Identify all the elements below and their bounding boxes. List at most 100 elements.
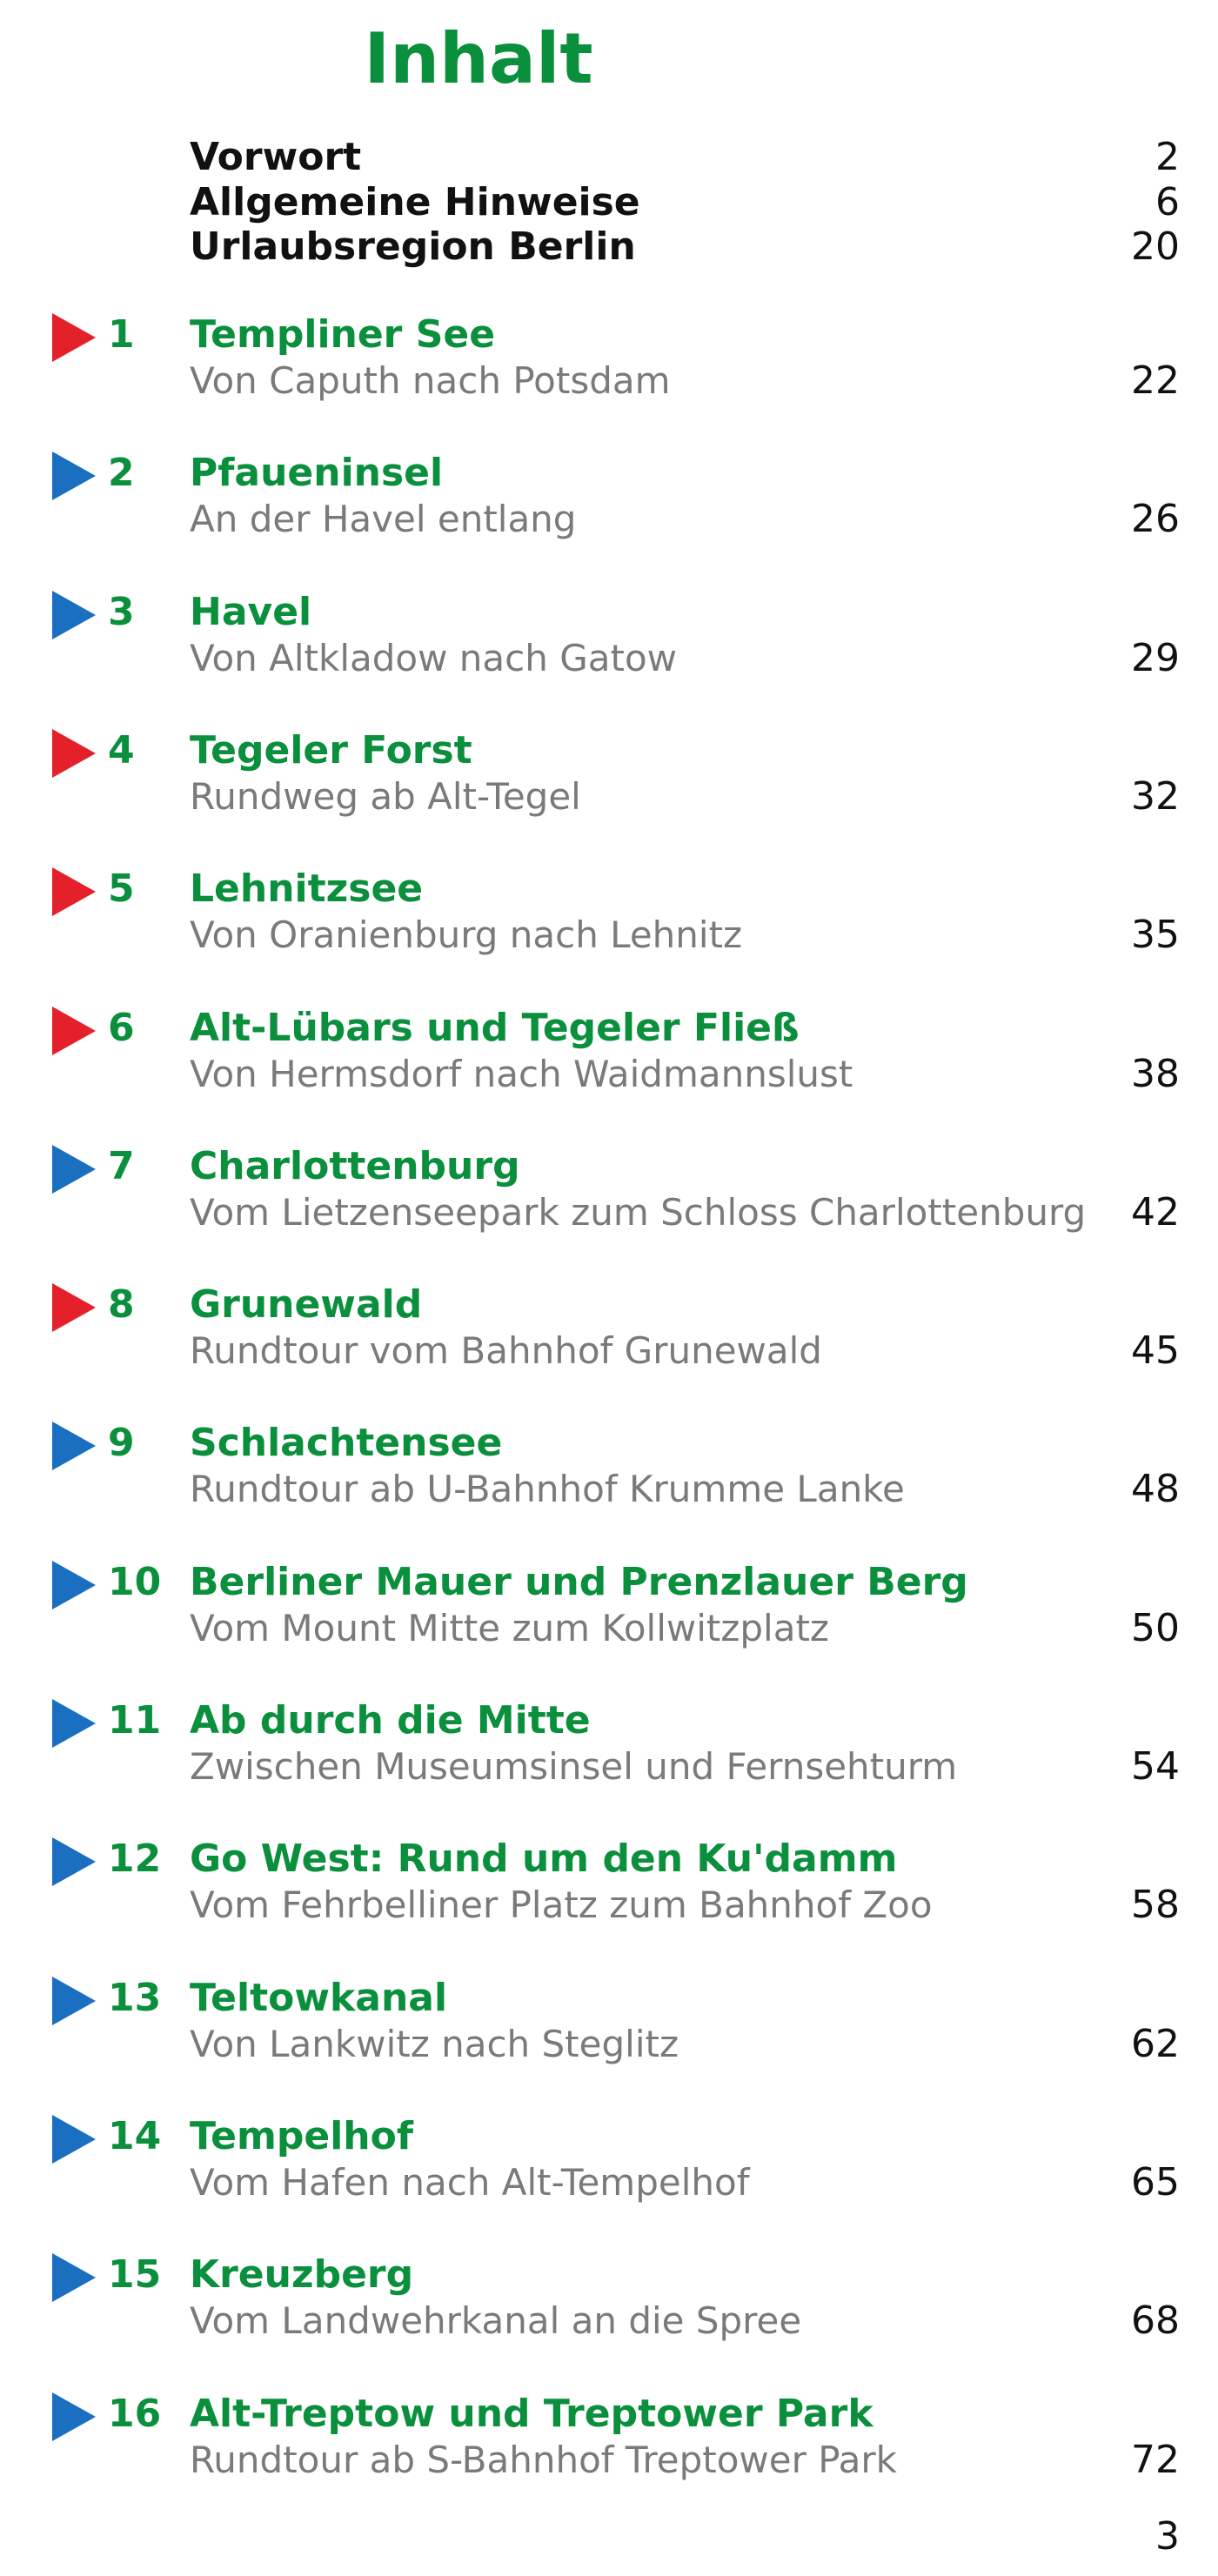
page-title: Inhalt — [364, 18, 593, 99]
triangle-marker-icon — [52, 1977, 96, 2025]
triangle-marker-icon — [52, 1007, 96, 1055]
tour-subtitle: Zwischen Museumsinsel und Fernsehturm — [190, 1745, 958, 1788]
tour-subtitle: Rundtour vom Bahnhof Grunewald — [190, 1329, 822, 1372]
triangle-marker-icon — [52, 1283, 96, 1332]
tour-subtitle: Vom Mount Mitte zum Kollwitzplatz — [190, 1607, 829, 1649]
tour-entry[interactable]: 7 Charlottenburg Vom Lietzenseepark zum Sc… — [0, 1143, 1218, 1237]
tour-page: 22 — [1131, 358, 1180, 403]
tour-title: Go West: Rund um den Ku'damm — [190, 1837, 898, 1881]
tour-page: 50 — [1131, 1606, 1180, 1650]
intro-item[interactable]: Allgemeine Hinweise 6 — [0, 180, 1218, 225]
tour-subtitle: Vom Landwehrkanal an die Spree — [190, 2299, 802, 2342]
triangle-marker-icon — [52, 1145, 96, 1194]
intro-item-label: Urlaubsregion Berlin — [190, 224, 636, 269]
tour-page: 29 — [1131, 636, 1180, 680]
triangle-marker-icon — [52, 1561, 96, 1609]
tour-title: Schlachtensee — [190, 1421, 503, 1465]
tour-entry[interactable]: 16 Alt-Treptow und Treptower Park Rundtour… — [0, 2391, 1218, 2485]
tour-title: Charlottenburg — [190, 1144, 520, 1188]
tour-page: 48 — [1131, 1467, 1180, 1511]
tour-entry[interactable]: 6 Alt-Lübars und Tegeler Fließ Von Hermsdo… — [0, 1005, 1218, 1099]
tour-number: 9 — [108, 1421, 135, 1465]
tour-subtitle: An der Havel entlang — [190, 498, 577, 540]
tour-title: Pfaueninsel — [190, 451, 444, 495]
intro-item[interactable]: Vorwort 2 — [0, 135, 1218, 180]
tour-page: 38 — [1131, 1052, 1180, 1096]
tour-subtitle: Vom Lietzenseepark zum Schloss Charlotte… — [190, 1191, 1087, 1234]
intro-item-page: 6 — [1155, 180, 1180, 224]
tour-subtitle: Rundtour ab U-Bahnhof Krumme Lanke — [190, 1468, 905, 1510]
triangle-marker-icon — [52, 1699, 96, 1748]
tour-number: 7 — [108, 1144, 135, 1188]
triangle-marker-icon — [52, 591, 96, 639]
tour-number: 5 — [108, 866, 135, 911]
tour-entry[interactable]: 4 Tegeler Forst Rundweg ab Alt-Tegel 32 — [0, 727, 1218, 821]
tour-number: 2 — [108, 451, 135, 495]
tour-entry[interactable]: 3 Havel Von Altkladow nach Gatow 29 — [0, 589, 1218, 683]
tour-page: 72 — [1131, 2438, 1180, 2482]
tour-entry[interactable]: 8 Grunewald Rundtour vom Bahnhof Grunewald… — [0, 1281, 1218, 1375]
tour-number: 8 — [108, 1282, 135, 1327]
tour-subtitle: Von Oranienburg nach Lehnitz — [190, 913, 743, 956]
intro-item-page: 2 — [1155, 135, 1180, 179]
tour-subtitle: Vom Fehrbelliner Platz zum Bahnhof Zoo — [190, 1883, 933, 1926]
tour-number: 14 — [108, 2114, 162, 2158]
tour-entry[interactable]: 11 Ab durch die Mitte Zwischen Museumsinse… — [0, 1697, 1218, 1791]
tour-title: Alt-Treptow und Treptower Park — [190, 2392, 873, 2436]
tour-page: 68 — [1131, 2298, 1180, 2343]
tour-title: Teltowkanal — [190, 1976, 448, 2020]
tour-number: 1 — [108, 312, 135, 357]
tour-subtitle: Von Caputh nach Potsdam — [190, 359, 671, 402]
tour-page: 32 — [1131, 774, 1180, 819]
intro-item-label: Allgemeine Hinweise — [190, 180, 640, 224]
page-number: 3 — [1155, 2514, 1180, 2559]
tour-entry[interactable]: 12 Go West: Rund um den Ku'damm Vom Fehrbe… — [0, 1836, 1218, 1930]
tour-title: Tegeler Forst — [190, 728, 472, 773]
tour-title: Berliner Mauer und Prenzlauer Berg — [190, 1560, 968, 1604]
tour-entry[interactable]: 13 Teltowkanal Von Lankwitz nach Steglitz 6… — [0, 1975, 1218, 2069]
tour-entry[interactable]: 1 Templiner See Von Caputh nach Potsdam 22 — [0, 311, 1218, 405]
tour-page: 35 — [1131, 913, 1180, 957]
intro-item-page: 20 — [1131, 224, 1180, 269]
tour-title: Tempelhof — [190, 2114, 413, 2158]
triangle-marker-icon — [52, 452, 96, 500]
tour-subtitle: Rundtour ab S-Bahnhof Treptower Park — [190, 2439, 897, 2481]
tour-entry[interactable]: 5 Lehnitzsee Von Oranienburg nach Lehnitz 3… — [0, 866, 1218, 960]
tour-title: Havel — [190, 590, 312, 634]
triangle-marker-icon — [52, 729, 96, 778]
tour-number: 16 — [108, 2392, 162, 2436]
tour-number: 3 — [108, 590, 135, 634]
tour-page: 65 — [1131, 2160, 1180, 2205]
triangle-marker-icon — [52, 1422, 96, 1470]
tour-page: 42 — [1131, 1190, 1180, 1234]
tour-page: 54 — [1131, 1744, 1180, 1789]
tour-title: Alt-Lübars und Tegeler Fließ — [190, 1006, 800, 1050]
tour-subtitle: Vom Hafen nach Alt-Tempelhof — [190, 2161, 750, 2204]
tour-number: 6 — [108, 1006, 135, 1050]
tour-entry[interactable]: 15 Kreuzberg Vom Landwehrkanal an die Spre… — [0, 2251, 1218, 2345]
tour-title: Grunewald — [190, 1282, 423, 1327]
tour-title: Templiner See — [190, 312, 496, 357]
tour-number: 12 — [108, 1837, 162, 1881]
tour-entry[interactable]: 10 Berliner Mauer und Prenzlauer Berg Vom … — [0, 1559, 1218, 1653]
triangle-marker-icon — [52, 2392, 96, 2441]
triangle-marker-icon — [52, 867, 96, 916]
tour-number: 11 — [108, 1698, 162, 1743]
tour-page: 26 — [1131, 497, 1180, 541]
tour-entry[interactable]: 14 Tempelhof Vom Hafen nach Alt-Tempelhof 6… — [0, 2113, 1218, 2207]
intro-item-label: Vorwort — [190, 135, 362, 179]
tour-entry[interactable]: 2 Pfaueninsel An der Havel entlang 26 — [0, 450, 1218, 544]
triangle-marker-icon — [52, 2253, 96, 2302]
tour-entry[interactable]: 9 Schlachtensee Rundtour ab U-Bahnhof Krum… — [0, 1420, 1218, 1514]
intro-item[interactable]: Urlaubsregion Berlin 20 — [0, 224, 1218, 270]
tour-number: 13 — [108, 1976, 162, 2020]
tour-number: 15 — [108, 2252, 162, 2297]
tour-subtitle: Rundweg ab Alt-Tegel — [190, 775, 581, 818]
tour-title: Kreuzberg — [190, 2252, 414, 2297]
tour-title: Lehnitzsee — [190, 866, 424, 911]
triangle-marker-icon — [52, 2115, 96, 2164]
tour-title: Ab durch die Mitte — [190, 1698, 591, 1743]
tour-page: 62 — [1131, 2022, 1180, 2066]
triangle-marker-icon — [52, 1837, 96, 1886]
